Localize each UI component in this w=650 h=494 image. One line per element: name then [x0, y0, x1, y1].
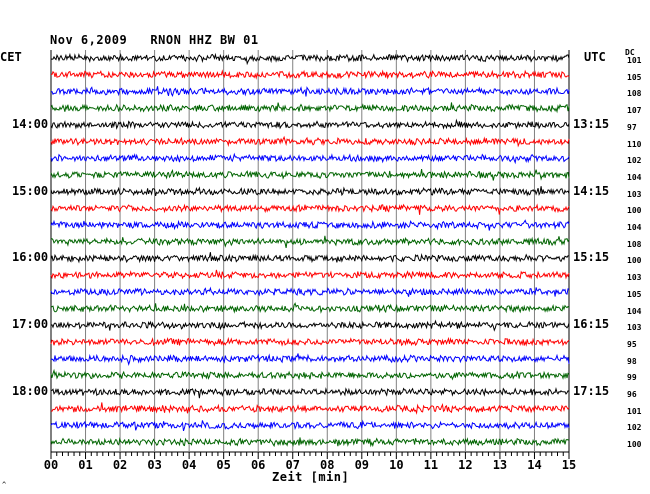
trace-row	[50, 353, 570, 367]
x-tick-label: 11	[423, 458, 439, 472]
dc-offset-value: 107	[627, 106, 642, 116]
corner-mark: ^	[2, 481, 7, 489]
x-tick-label: 10	[389, 458, 404, 472]
trace-row	[50, 419, 570, 432]
trace-row	[50, 235, 570, 249]
dc-offset-value: 102	[627, 423, 642, 433]
trace-row	[50, 336, 570, 347]
trace-row	[50, 102, 570, 114]
trace-row	[50, 152, 570, 165]
trace-row	[50, 52, 570, 66]
trace-row	[51, 387, 570, 399]
dc-offset-value: 108	[627, 239, 642, 249]
trace-row	[50, 252, 570, 264]
cet-hour-label: 14:00	[12, 116, 49, 131]
x-tick-label: 08	[320, 458, 335, 472]
chart-title: Nov 6,2009 RNON HHZ BW 01	[50, 33, 259, 47]
trace-row	[50, 302, 570, 314]
trace-row	[50, 368, 570, 381]
dc-offset-value: 104	[627, 172, 642, 182]
cet-hour-label: 16:00	[12, 250, 49, 265]
dc-offset-value: 105	[627, 289, 642, 299]
x-tick-label: 12	[458, 458, 473, 472]
trace-row	[50, 286, 570, 297]
trace-row	[50, 436, 570, 448]
trace-row	[50, 219, 570, 231]
x-tick-label: 15	[561, 458, 577, 472]
dc-offset-value: 95	[627, 339, 637, 349]
dc-offset-value: 97	[627, 122, 637, 132]
x-tick-label: 09	[354, 458, 370, 472]
trace-row	[50, 169, 570, 181]
utc-hour-label: 17:15	[573, 384, 610, 398]
trace-row	[50, 118, 570, 130]
dc-offset-value: 103	[627, 323, 642, 333]
x-tick-label: 03	[147, 458, 162, 472]
dc-offset-value: 108	[627, 89, 642, 99]
dc-column-label: DC	[625, 48, 635, 57]
x-tick-label: 14	[527, 458, 542, 472]
x-axis-label: Zeit [min]	[272, 470, 350, 484]
cet-hour-label: 18:00	[12, 384, 49, 398]
x-tick-label: 02	[112, 458, 128, 472]
utc-hour-label: 13:15	[573, 116, 610, 131]
dc-offset-value: 102	[627, 156, 642, 166]
dc-offset-value: 104	[627, 223, 642, 232]
x-tick-label: 01	[78, 458, 93, 472]
x-tick-label: 05	[216, 458, 231, 472]
x-tick-label: 07	[285, 458, 300, 472]
dc-offset-value: 100	[627, 256, 642, 266]
x-tick-label: 13	[492, 458, 508, 472]
cet-axis-label: CET	[0, 50, 22, 64]
dc-offset-value: 101	[627, 56, 642, 65]
dc-offset-value: 103	[627, 273, 642, 283]
dc-offset-value: 103	[627, 189, 642, 199]
cet-hour-label: 17:00	[12, 317, 49, 332]
trace-row	[50, 269, 570, 280]
trace-row	[50, 402, 570, 415]
dc-offset-value: 100	[627, 206, 642, 216]
dc-offset-value: 98	[627, 356, 637, 366]
dc-offset-value: 105	[627, 72, 642, 82]
trace-row	[50, 135, 570, 148]
trace-row	[50, 69, 570, 80]
utc-axis-label: UTC	[584, 50, 606, 64]
trace-row	[50, 319, 570, 332]
dc-offset-value: 101	[627, 406, 642, 416]
x-tick-label: 04	[181, 458, 197, 472]
dc-offset-value: 100	[627, 440, 642, 450]
dc-offset-value: 99	[627, 373, 637, 383]
x-tick-label: 00	[43, 458, 59, 472]
x-tick-label: 06	[250, 458, 266, 472]
dc-offset-value: 104	[627, 306, 642, 316]
trace-row	[51, 86, 570, 97]
dc-offset-value: 110	[627, 139, 642, 149]
trace-row	[50, 203, 570, 215]
cet-hour-label: 15:00	[12, 183, 49, 198]
utc-hour-label: 14:15	[573, 183, 610, 198]
trace-row	[50, 186, 570, 197]
utc-hour-label: 16:15	[573, 317, 610, 332]
dc-offset-value: 96	[627, 390, 637, 399]
utc-hour-label: 15:15	[573, 250, 610, 265]
